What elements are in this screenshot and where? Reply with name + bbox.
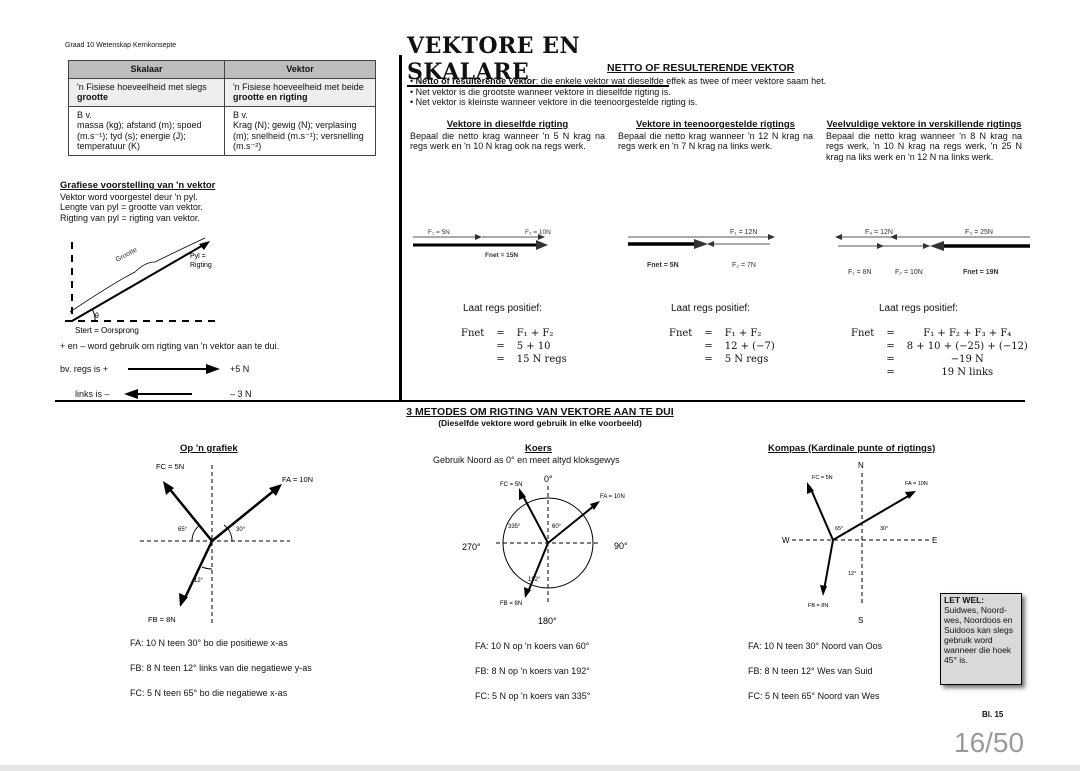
page-title: VEKTORE EN SKALARE [407, 33, 669, 87]
graph-diagram: FC = 5N FA = 10N FB = 8N 65° 30° 12° [140, 462, 313, 624]
svg-text:180°: 180° [538, 616, 557, 626]
brace [69, 237, 206, 313]
arrowhead-icon [199, 241, 210, 250]
svg-text:60°: 60° [552, 524, 562, 530]
svg-text:335°: 335° [508, 524, 521, 530]
svg-text:90°: 90° [614, 541, 628, 551]
equation-3: Fnet = F₁ + F₂ + F₃ + F₄ = 8 + 10 + (−25) +… [851, 328, 1028, 378]
fb-label: FB = 8N [148, 615, 176, 624]
vector-arrow [71, 243, 206, 322]
sign-note: + en – word gebruik om rigting van 'n ve… [60, 341, 280, 351]
graph-descriptions: FA: 10 N teen 30° bo die positiewe x-as F… [130, 638, 312, 698]
kompas-heading: Kompas (Kardinale punte of rigtings) [768, 443, 936, 454]
force-arrows-diagram: F₁ = 5N F₂ = 10N Fnet = 15N F₁ = 12N Fne… [413, 229, 1030, 276]
left-arrow-icon [124, 389, 192, 399]
fc-label: FC = 5N [812, 475, 833, 481]
f4-label: F₄ = 12N [865, 229, 893, 236]
fb-label: FB = 8N [500, 601, 522, 607]
scalar-def: 'n Fisiese hoeveelheid met slegs grootte [68, 77, 225, 107]
kompas-descriptions: FA: 10 N teen 30° Noord van Oos FB: 8 N t… [748, 641, 883, 701]
netto-heading: NETTO OF RESULTERENDE VEKTOR [607, 62, 795, 74]
koers-sub: Gebruik Noord as 0° en meet altyd kloksg… [433, 455, 620, 465]
f3-label: F₃ = 25N [965, 229, 993, 236]
equation-2: Fnet = F₁ + F₂ = 12 + (−7) = 5 N regs [669, 328, 775, 365]
col-same-direction: Vektore in dieselfde rigting Bepaal die n… [410, 119, 605, 151]
scalar-vector-table: Skalaar Vektor 'n Fisiese hoeveelheid met… [68, 60, 377, 156]
svg-text:65°: 65° [178, 527, 188, 533]
fc-label: FC = 5N [500, 482, 523, 488]
vector-def: 'n Fisiese hoeveelheid met beide grootte… [223, 77, 377, 107]
netto-bullets: • Netto of resulterende vektor: die enke… [410, 76, 827, 107]
right-arrow-icon [128, 364, 220, 374]
svg-text:65°: 65° [835, 526, 843, 532]
f1-label: F₁ = 5N [428, 229, 450, 236]
note-box: LET WEL: Suidwes, Noord-wes, Noordoos en … [940, 593, 1022, 685]
svg-text:S: S [858, 616, 863, 625]
viewer-bottom-bar [0, 765, 1080, 771]
right-positive-label: bv. regs is + [60, 364, 109, 374]
svg-text:192°: 192° [528, 577, 541, 583]
fnet-label: Fnet = 15N [485, 252, 518, 259]
graphic-line: Lengte van pyl = grootte van vektor. [60, 202, 203, 212]
graphic-line: Vektor word voorgestel deur 'n pyl. [60, 191, 198, 202]
page-counter: 16/50 [954, 727, 1025, 758]
col-vector: Vektor [223, 60, 377, 79]
graph-heading: Op 'n grafiek [180, 443, 238, 454]
svg-text:0°: 0° [544, 474, 553, 484]
rigting-label: Rigting [190, 262, 212, 269]
f2-label: F₂ = 10N [525, 229, 551, 236]
laat-regs-2: Laat regs positief: [671, 303, 750, 314]
graphic-section: Grafiese voorstelling van 'n vektor Vekt… [60, 180, 216, 223]
f2-label: F₂ = 7N [732, 262, 756, 269]
koers-descriptions: FA: 10 N op 'n koers van 60° FB: 8 N op '… [475, 641, 591, 701]
koers-heading: Koers [525, 443, 552, 454]
svg-text:30°: 30° [236, 527, 246, 533]
svg-text:12°: 12° [848, 571, 856, 577]
fa-label: FA = 10N [905, 481, 928, 487]
laat-regs-1: Laat regs positief: [463, 303, 542, 314]
theta-label: θ [95, 313, 99, 320]
fa-label: FA = 10N [282, 475, 313, 484]
pyl-label: Pyl = [190, 253, 206, 260]
col-scalar: Skalaar [68, 60, 225, 79]
col-multiple-directions: Veelvuldige vektore in verskillende rigt… [826, 119, 1022, 162]
svg-text:12°: 12° [194, 578, 204, 584]
fa-label: FA = 10N [600, 494, 625, 500]
fnet-label: Fnet = 19N [963, 269, 999, 276]
stert-label: Stert = Oorsprong [75, 326, 139, 335]
fnet-label: Fnet = 5N [647, 262, 679, 269]
graphic-heading: Grafiese voorstelling van 'n vektor [60, 180, 216, 191]
laat-regs-3: Laat regs positief: [879, 303, 958, 314]
right-value: +5 N [230, 364, 250, 374]
graphic-line: Rigting van pyl = rigting van vektor. [60, 212, 200, 223]
koers-diagram: 0° 90° 180° 270° FC = 5N FA = 10N FB = 8N 335… [462, 474, 628, 626]
svg-text:30°: 30° [880, 526, 888, 532]
f1-label: F₁ = 8N [848, 269, 872, 276]
f2-label: F₂ = 10N [895, 269, 923, 276]
svg-text:N: N [858, 461, 864, 470]
svg-text:270°: 270° [462, 542, 481, 552]
equation-1: Fnet = F₁ + F₂ = 5 + 10 = 15 N regs [461, 328, 567, 365]
svg-text:W: W [782, 536, 790, 545]
horizontal-divider [55, 400, 1025, 402]
vector-diagram: Grootte Pyl = Rigting θ Stert = Oorspron… [65, 237, 220, 335]
svg-text:E: E [932, 536, 937, 545]
kompas-diagram: N S E W FC = 5N FA = 10N FB = 8N 65° 30° 12° [782, 461, 937, 625]
col-opposite-direction: Vektore in teenoorgestelde rigtings Bepaa… [618, 119, 813, 151]
fb-label: FB = 8N [808, 603, 828, 609]
methods-header: 3 METODES OM RIGTING VAN VEKTORE AAN TE … [406, 406, 674, 428]
f1-label: F₁ = 12N [730, 229, 757, 236]
scalar-examples: B v. massa (kg); afstand (m); spoed (m.s⁻… [68, 105, 225, 156]
grootte-label: Grootte [115, 247, 139, 264]
running-header: Graad 10 Wetenskap Kernkonsepte [65, 42, 177, 49]
page-label: Bl. 15 [982, 710, 1004, 719]
left-negative-label: links is – [75, 389, 110, 399]
fc-label: FC = 5N [156, 462, 184, 471]
vector-examples: B v. Krag (N); gewig (N); verplasing (m);… [223, 105, 377, 156]
left-value: – 3 N [230, 389, 252, 399]
vertical-divider [399, 55, 402, 400]
